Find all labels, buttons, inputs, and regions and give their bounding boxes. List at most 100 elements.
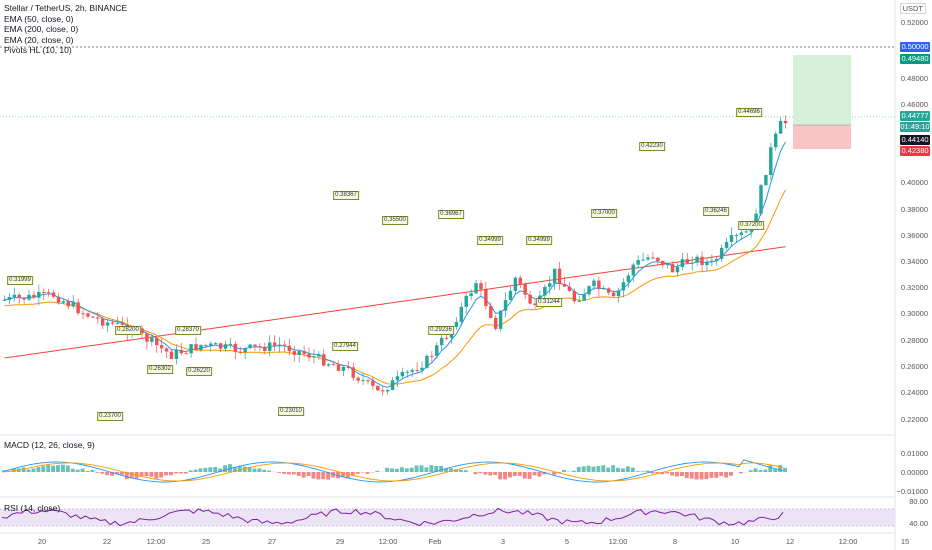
candle-body	[665, 264, 670, 266]
macd-histogram-bar	[75, 469, 80, 472]
price-axis-label: 0.38000	[900, 205, 928, 214]
candle-body	[523, 284, 527, 295]
candle-body	[533, 303, 537, 306]
pivot-label: 0.29236	[428, 326, 454, 335]
candle-body	[552, 268, 557, 284]
macd-histogram-bar	[350, 472, 355, 476]
candle-body	[400, 371, 405, 377]
pivot-label: 0.42230	[639, 142, 665, 151]
macd-histogram-bar	[404, 468, 409, 472]
macd-histogram-bar	[242, 466, 247, 472]
candle-body	[233, 343, 238, 352]
macd-histogram-bar	[507, 472, 512, 478]
macd-histogram-bar	[227, 464, 232, 472]
macd-histogram-bar	[498, 472, 503, 480]
candle-body	[263, 346, 267, 351]
macd-histogram-bar	[434, 465, 439, 472]
macd-histogram-bar	[296, 472, 301, 476]
candle-body	[572, 291, 577, 302]
pivot-label: 0.28370	[175, 326, 201, 335]
pivot-label: 0.31244	[536, 298, 562, 307]
macd-histogram-bar	[60, 464, 65, 472]
rsi-line	[1, 507, 784, 527]
candle-body	[390, 380, 395, 391]
candle-body	[489, 306, 493, 318]
macd-histogram-bar	[483, 472, 488, 475]
macd-histogram-bar	[188, 470, 193, 472]
macd-histogram-bar	[645, 470, 650, 472]
candle-body	[754, 213, 758, 227]
macd-histogram-bar	[306, 472, 311, 476]
candle-body	[199, 344, 203, 350]
chart-grid	[0, 0, 896, 550]
ema-200-legend[interactable]: EMA (200, close, 0)	[4, 24, 79, 34]
symbol-title[interactable]: Stellar / TetherUS, 2h, BINANCE	[4, 3, 128, 13]
macd-histogram-bar	[665, 472, 670, 474]
ema-20-legend[interactable]: EMA (20, close, 0)	[4, 34, 74, 45]
chart-legend: Stellar / TetherUS, 2h, BINANCE EMA (50,…	[4, 3, 127, 56]
macd-histogram-bar	[114, 472, 119, 475]
macd-histogram-bar	[85, 470, 90, 472]
pivots-legend[interactable]: Pivots HL (10, 10)	[4, 45, 72, 55]
candle-body	[81, 313, 85, 315]
macd-histogram-bar	[409, 467, 414, 472]
candle-body	[189, 344, 193, 354]
macd-histogram-bar	[198, 468, 203, 472]
time-axis-label: 12:00	[378, 537, 398, 546]
price-axis-label: 0.48000	[900, 74, 928, 83]
candle-body	[371, 380, 375, 386]
candle-body	[76, 302, 80, 314]
candle-body	[690, 262, 694, 264]
macd-histogram-bar	[768, 465, 773, 472]
candle-body	[719, 247, 724, 259]
candle-body	[159, 345, 164, 349]
macd-histogram-bar	[576, 466, 581, 472]
macd-histogram-bar	[675, 472, 679, 477]
candle-body	[567, 286, 572, 292]
candle-body	[86, 313, 90, 317]
macd-histogram-bar	[620, 468, 625, 472]
macd-histogram-bar	[773, 468, 778, 472]
candle-body	[282, 344, 287, 346]
candle-body	[145, 333, 149, 342]
candle-body	[238, 351, 242, 353]
macd-histogram-bar	[650, 472, 655, 474]
macd-label[interactable]: MACD (12, 26, close, 9)	[4, 440, 95, 450]
pivot-label: 0.44696	[736, 108, 762, 117]
candle-body	[744, 231, 748, 233]
candle-body	[100, 318, 105, 326]
candle-body	[513, 277, 518, 291]
macd-histogram-bar	[635, 471, 640, 472]
pivot-label: 0.34999	[477, 236, 503, 245]
candle-body	[474, 283, 478, 294]
macd-histogram-bar	[149, 472, 154, 477]
time-axis-label: 25	[201, 537, 211, 546]
rsi-label[interactable]: RSI (14, close)	[4, 503, 61, 513]
macd-histogram-bar	[758, 470, 763, 472]
rsi-pane	[0, 507, 895, 527]
time-axis-label: 12:00	[608, 537, 628, 546]
countdown-tag: 01:49:10	[900, 122, 930, 132]
macd-histogram-bar	[699, 472, 704, 480]
candle-body	[710, 260, 714, 262]
macd-histogram-bar	[679, 472, 684, 477]
loss-zone	[793, 125, 851, 149]
candle-body	[444, 337, 449, 339]
macd-histogram-bar	[458, 469, 463, 472]
candle-body	[724, 241, 729, 248]
candle-body	[179, 349, 184, 354]
currency-unit[interactable]: USDT	[899, 3, 926, 14]
macd-histogram-bar	[31, 468, 36, 472]
candle-body	[115, 322, 120, 324]
time-axis-label: 22	[102, 537, 112, 546]
candle-body	[621, 282, 626, 291]
candle-body	[562, 283, 567, 287]
macd-histogram-bar	[640, 471, 645, 472]
rsi-band	[0, 509, 895, 526]
candle-body	[46, 292, 51, 294]
ema-50-legend[interactable]: EMA (50, close, 0)	[4, 13, 74, 24]
candle-body	[484, 289, 488, 307]
macd-histogram-bar	[154, 472, 159, 479]
candle-body	[479, 283, 483, 290]
